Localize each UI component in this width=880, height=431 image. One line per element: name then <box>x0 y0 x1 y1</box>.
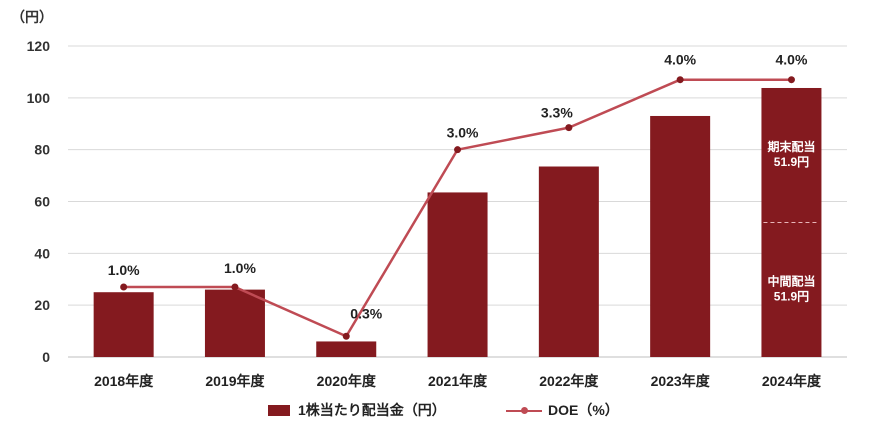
x-tick-label: 2020年度 <box>317 373 377 389</box>
doe-point <box>231 283 239 291</box>
doe-label: 1.0% <box>224 260 256 276</box>
doe-label: 4.0% <box>664 52 696 68</box>
bar <box>316 341 377 357</box>
x-tick-label: 2023年度 <box>651 373 711 389</box>
y-axis: 0 20 40 60 80 100 120 <box>27 38 51 365</box>
stack-label-value: 51.9円 <box>774 290 809 304</box>
bar <box>204 289 265 357</box>
doe-label: 4.0% <box>775 52 807 68</box>
doe-point <box>342 332 350 340</box>
y-tick-label: 0 <box>42 349 50 365</box>
stack-label-value: 51.9円 <box>774 155 809 169</box>
x-tick-label: 2024年度 <box>762 373 822 389</box>
stack-label-title: 期末配当 <box>767 139 815 154</box>
doe-point <box>787 76 795 84</box>
stack-label-title: 中間配当 <box>767 274 815 289</box>
bar <box>538 166 599 357</box>
doe-point <box>120 283 128 291</box>
doe-label: 3.0% <box>447 125 479 141</box>
legend-label-doe: DOE（%） <box>548 402 619 418</box>
y-tick-label: 80 <box>34 142 50 158</box>
x-axis: 2018年度 2019年度 2020年度 2021年度 2022年度 2023年度 2024… <box>94 373 822 389</box>
bar <box>427 192 488 357</box>
doe-label: 1.0% <box>108 262 140 278</box>
legend: 1株当たり配当金（円） DOE（%） <box>0 400 880 424</box>
doe-label: 0.3% <box>350 305 382 321</box>
doe-point <box>565 124 573 132</box>
bar <box>93 292 154 357</box>
y-tick-label: 120 <box>27 38 51 54</box>
legend-label-dividend: 1株当たり配当金（円） <box>298 402 446 418</box>
y-tick-label: 40 <box>34 245 50 261</box>
y-tick-label: 100 <box>27 90 51 106</box>
doe-point <box>454 146 462 154</box>
y-tick-label: 60 <box>34 194 50 210</box>
doe-point <box>676 76 684 84</box>
y-axis-unit-label: （円） <box>11 9 53 25</box>
y-tick-label: 20 <box>34 297 50 313</box>
legend-swatch-bar <box>268 404 290 416</box>
line-series: 1.0% 1.0% 0.3% 3.0% 3.3% 4.0% 4.0% <box>108 52 808 340</box>
legend-item-doe: DOE（%） <box>506 400 619 420</box>
legend-item-dividend: 1株当たり配当金（円） <box>268 400 446 420</box>
x-tick-label: 2018年度 <box>94 373 154 389</box>
doe-label: 3.3% <box>541 105 573 121</box>
x-tick-label: 2021年度 <box>428 373 488 389</box>
bar <box>650 115 711 357</box>
x-tick-label: 2022年度 <box>539 373 599 389</box>
x-tick-label: 2019年度 <box>205 373 265 389</box>
legend-swatch-line <box>506 405 542 416</box>
